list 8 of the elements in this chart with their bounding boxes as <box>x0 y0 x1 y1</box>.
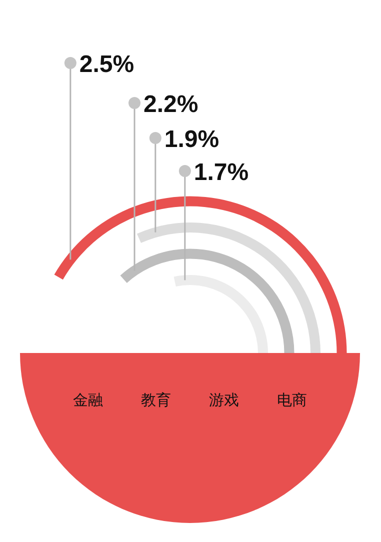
data-label: 2.2% <box>144 91 198 118</box>
category-label: 金融 <box>72 391 104 410</box>
data-label: 1.7% <box>194 159 249 186</box>
category-label: 教育 <box>140 391 172 410</box>
data-label: 2.5% <box>79 51 134 78</box>
data-label: 1.9% <box>164 126 220 153</box>
category-label: 电商 <box>276 391 308 410</box>
category-label: 游戏 <box>208 391 240 410</box>
